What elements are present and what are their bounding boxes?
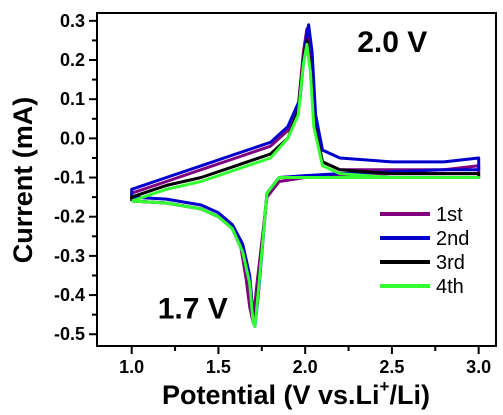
peak-annotation: 2.0 V xyxy=(357,26,427,59)
series-line-3rd xyxy=(130,38,481,324)
x-tick-label: 1.5 xyxy=(206,357,231,377)
y-tick-label: 0.3 xyxy=(60,11,85,31)
x-tick-label: 2.0 xyxy=(293,357,318,377)
y-tick-label: -0.3 xyxy=(54,246,85,266)
plot-area: 1.0 1.5 2.0 2.5 3.0 -0.5 -0.4 -0.3 -0.2 -0.1 0.0 0… xyxy=(54,11,497,377)
x-axis-title: Potential (V vs.Li+/Li) xyxy=(162,377,430,410)
y-tick-label: -0.2 xyxy=(54,207,85,227)
legend-label-2nd: 2nd xyxy=(436,228,469,250)
x-tick-label: 3.0 xyxy=(466,357,491,377)
legend-label-1st: 1st xyxy=(436,204,463,226)
series-line-4th xyxy=(131,42,481,328)
y-tick-label: -0.1 xyxy=(54,168,85,188)
y-tick-label: -0.5 xyxy=(54,324,85,344)
legend-label-4th: 4th xyxy=(436,276,464,298)
x-tick-label: 1.0 xyxy=(119,357,144,377)
x-axis: 1.0 1.5 2.0 2.5 3.0 xyxy=(119,346,491,377)
y-axis-title: Current (mA) xyxy=(8,97,38,264)
plot-frame xyxy=(96,12,497,347)
y-axis: -0.5 -0.4 -0.3 -0.2 -0.1 0.0 0.1 0.2 0.3 xyxy=(54,11,97,344)
y-tick-label: 0.2 xyxy=(60,50,85,70)
y-tick-label: -0.4 xyxy=(54,285,85,305)
legend-label-3rd: 3rd xyxy=(436,252,465,274)
series-layer xyxy=(130,23,481,328)
series-line-2nd xyxy=(130,23,481,328)
y-tick-label: 0.1 xyxy=(60,89,85,109)
annotations: 2.0 V 1.7 V xyxy=(158,26,428,325)
x-tick-label: 2.5 xyxy=(379,357,404,377)
y-tick-label: 0.0 xyxy=(60,128,85,148)
peak-annotation: 1.7 V xyxy=(158,293,228,326)
x-axis-title-superscript: + xyxy=(380,377,390,396)
